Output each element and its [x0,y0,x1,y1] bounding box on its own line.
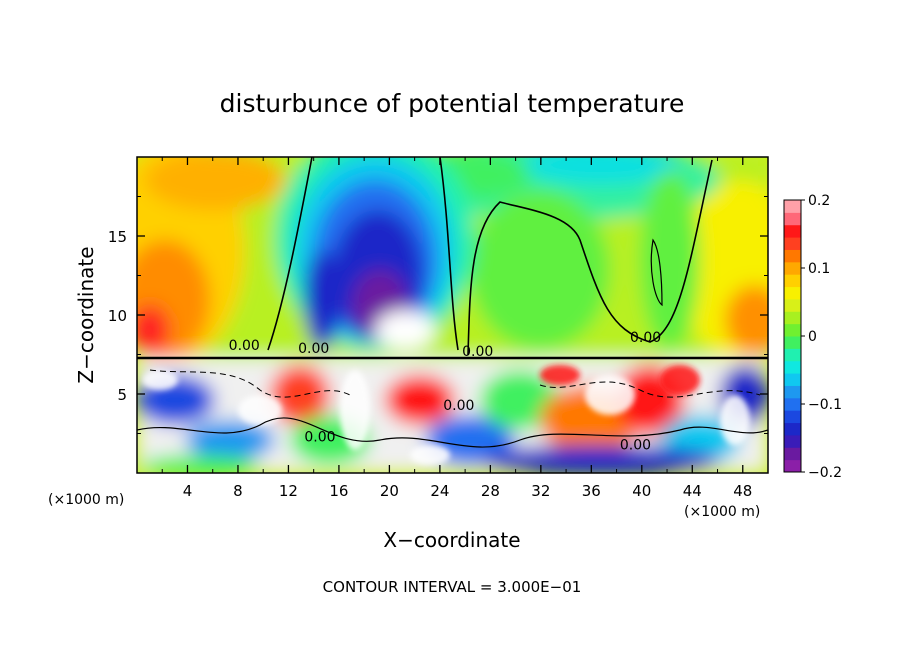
x-tick-label: 4 [183,482,193,500]
contour-label: 0.00 [630,330,661,346]
colorbar-ticks: 0.2 0.1 0 −0.1 −0.2 [801,193,842,481]
x-unit-right: (×1000 m) [684,504,760,520]
colorbar-segment [784,261,801,275]
chart-title: disturbunce of potential temperature [220,89,685,118]
x-tick-label: 24 [430,482,449,500]
colorbar-segment [784,447,801,461]
y-axis-label: Z−coordinate [74,246,98,383]
colorbar-segment [784,224,801,238]
colorbar-segment [784,274,801,288]
x-axis-label: X−coordinate [383,528,520,552]
contour-label: 0.00 [462,344,493,360]
colorbar-segment [784,249,801,263]
colorbar-tick-label: −0.2 [808,465,842,481]
colorbar-segment [784,397,801,411]
contour-interval-note: CONTOUR INTERVAL = 3.000E−01 [323,578,582,596]
y-axis-ticks: 5 10 15 [108,196,768,434]
colorbar-segment [784,385,801,399]
contour-label: 0.00 [620,437,651,453]
x-tick-label: 8 [233,482,243,500]
colorbar-segment [784,237,801,250]
x-tick-label: 32 [531,482,550,500]
colorbar-segment [784,212,801,226]
colorbar-segment [784,410,801,424]
x-tick-label: 36 [582,482,601,500]
x-tick-label: 12 [279,482,298,500]
colorbar-segment [784,360,801,374]
x-tick-label: 28 [481,482,500,500]
x-axis-ticks: 4 8 12 16 20 24 28 32 36 40 44 48 [161,157,752,500]
colorbar-segment [784,348,801,362]
x-tick-label: 48 [733,482,752,500]
contour-label: 0.00 [229,338,260,354]
y-tick-label: 10 [108,307,127,325]
colorbar-tick-label: 0.1 [808,261,830,277]
y-tick-label: 15 [108,228,127,246]
colorbar-segment [784,286,801,300]
colorbar-segment [784,298,801,312]
colorbar-tick-label: 0 [808,329,817,345]
x-tick-label: 16 [329,482,348,500]
x-tick-label: 44 [683,482,702,500]
colorbar-segment [784,422,801,436]
colorbar-segment [784,323,801,337]
x-tick-label: 40 [632,482,651,500]
colorbar-segment [784,373,801,386]
contour-label: 0.00 [304,429,335,445]
colorbar-tick-label: −0.1 [808,397,842,413]
colorbar-segment [784,459,801,473]
colorbar-segment [784,336,801,349]
colorbar-tick-label: 0.2 [808,193,830,209]
contour-label: 0.00 [443,398,474,414]
x-unit-left: (×1000 m) [48,492,124,508]
contour-labels: 0.00 0.00 0.00 0.00 0.00 0.00 0.00 [229,330,661,453]
x-tick-label: 20 [380,482,399,500]
colorbar-segment [784,434,801,448]
colorbar-segment [784,311,801,325]
colorbar-segment [784,200,801,213]
y-tick-label: 5 [117,386,127,404]
colorbar [784,200,801,473]
contour-label: 0.00 [298,341,329,357]
heatmap-field [137,157,768,473]
